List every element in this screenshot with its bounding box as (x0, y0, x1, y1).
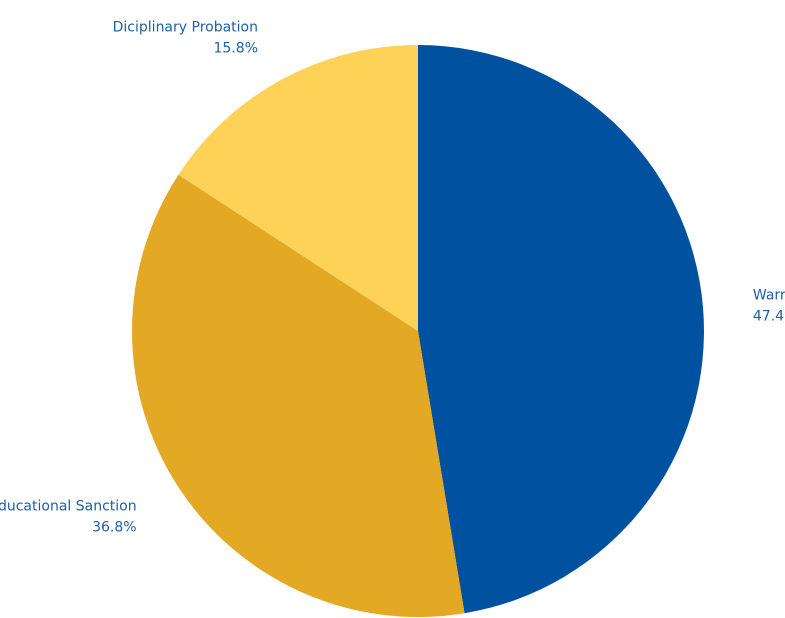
pie-slice-warning (418, 45, 704, 614)
pie-slice-diciplinary-probation (178, 45, 418, 331)
pie-label-educational-sanction: Educational Sanction 36.8% (0, 499, 137, 536)
pie-slice-educational-sanction (132, 174, 465, 617)
pie-label-value: 15.8% (214, 41, 258, 57)
pie-labels: Warning 47.4% Educational Sanction 36.8% Dic… (0, 20, 785, 536)
pie-label-warning: Warning 47.4% (753, 288, 785, 325)
pie-label-name: Diciplinary Probation (113, 20, 258, 36)
pie-label-value: 47.4% (753, 309, 785, 325)
pie-label-name: Educational Sanction (0, 499, 137, 515)
pie-label-name: Warning (753, 288, 785, 304)
pie-label-diciplinary-probation: Diciplinary Probation 15.8% (113, 20, 258, 57)
pie-slices (132, 45, 704, 617)
pie-label-value: 36.8% (92, 520, 136, 536)
